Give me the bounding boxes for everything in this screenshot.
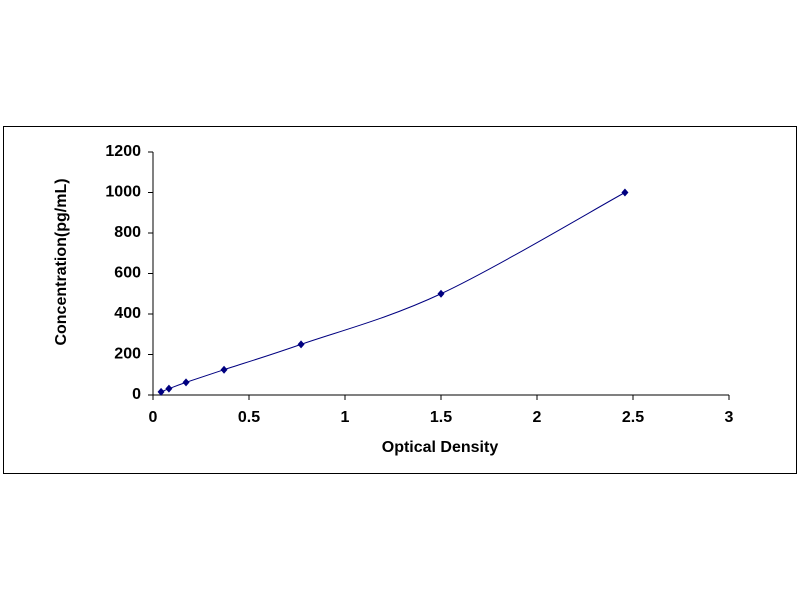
point bbox=[437, 289, 445, 298]
y-tick-label: 200 bbox=[114, 346, 141, 363]
point bbox=[220, 365, 228, 374]
y-tick-label: 600 bbox=[114, 265, 141, 282]
point bbox=[182, 378, 190, 387]
point bbox=[621, 188, 629, 197]
x-tick-label: 0 bbox=[149, 409, 158, 426]
chart-border bbox=[3, 126, 797, 474]
y-tick-label: 1200 bbox=[105, 143, 141, 160]
x-tick-label: 3 bbox=[725, 409, 734, 426]
y-tick-label: 400 bbox=[114, 305, 141, 322]
x-tick-label: 2.5 bbox=[622, 409, 644, 426]
y-tick-label: 0 bbox=[132, 386, 141, 403]
y-tick-label: 800 bbox=[114, 224, 141, 241]
x-tick-label: 1 bbox=[341, 409, 350, 426]
point bbox=[157, 387, 165, 396]
x-axis-label: Optical Density bbox=[382, 439, 499, 456]
point bbox=[297, 340, 305, 349]
x-tick-label: 2 bbox=[533, 409, 542, 426]
x-tick-label: 1.5 bbox=[430, 409, 452, 426]
x-tick-label: 0.5 bbox=[238, 409, 260, 426]
y-axis-label: Concentration(pg/mL) bbox=[53, 178, 70, 345]
point bbox=[165, 384, 173, 393]
y-tick-label: 1000 bbox=[105, 184, 141, 201]
